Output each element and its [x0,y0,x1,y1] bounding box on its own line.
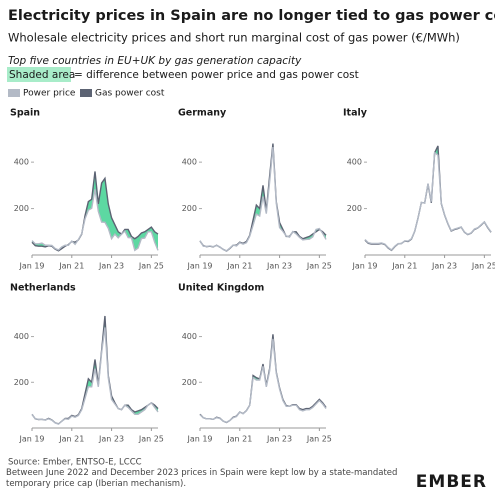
legend-label: Power price [23,89,76,99]
footnote-box: Between June 2022 and December 2023 pric… [6,468,398,489]
panel-title: Italy [343,108,368,119]
x-tick-label: Jan 19 [186,435,212,444]
shaded-text: = difference between power price and gas… [74,69,359,81]
x-tick-label: Jan 21 [391,262,417,271]
x-tick-label: Jan 21 [226,435,252,444]
y-tick-label: 200 [14,378,29,387]
x-tick-label: Jan 19 [186,262,212,271]
panel-title: Germany [178,108,227,119]
y-tick-label: 200 [347,204,362,213]
x-tick-label: Jan 21 [226,262,252,271]
x-tick-label: Jan 19 [18,262,44,271]
x-tick-label: Jan 19 [351,262,377,271]
x-tick-label: Jan 23 [98,435,124,444]
highlight [7,67,71,82]
series-line [199,338,327,424]
note: Top five countries in EU+UK by gas gener… [8,55,302,67]
panel-title: Netherlands [10,283,76,294]
series-line [199,146,327,252]
y-tick-label: 200 [14,204,29,213]
x-tick-label: Jan 23 [431,262,457,271]
x-tick-label: Jan 25 [138,435,164,444]
x-tick-label: Jan 23 [266,435,292,444]
x-tick-label: Jan 25 [306,435,332,444]
y-tick-label: 200 [182,378,197,387]
y-tick-label: 200 [182,204,197,213]
x-tick-label: Jan 21 [58,262,84,271]
y-tick-label: 400 [347,158,362,167]
series-line [364,151,492,251]
legend-swatch [8,89,20,97]
y-tick-label: 400 [182,332,197,341]
title: Electricity prices in Spain are no longe… [8,8,495,24]
series-line [31,327,159,425]
logo: EMBER [416,472,487,492]
footnote: Between June 2022 and December 2023 pric… [6,468,398,489]
x-tick-label: Jan 25 [306,262,332,271]
x-tick-label: Jan 23 [98,262,124,271]
y-tick-label: 400 [14,158,29,167]
source: Source: Ember, ENTSO-E, LCCC [8,458,142,468]
series-line [31,189,159,252]
panel-title: United Kingdom [178,283,264,294]
y-tick-label: 400 [182,158,197,167]
y-tick-label: 400 [14,332,29,341]
series-line [364,145,492,252]
x-tick-label: Jan 23 [266,262,292,271]
legend-label: Gas power cost [95,89,165,99]
difference-area [365,145,491,251]
x-tick-label: Jan 21 [58,435,84,444]
x-tick-label: Jan 19 [18,435,44,444]
x-tick-label: Jan 25 [138,262,164,271]
legend-swatch [80,89,92,97]
panel-title: Spain [10,108,40,119]
x-tick-label: Jan 25 [471,262,495,271]
subtitle: Wholesale electricity prices and short r… [8,31,460,45]
shaded-label: Shaded area [9,69,75,81]
difference-area [32,171,158,251]
